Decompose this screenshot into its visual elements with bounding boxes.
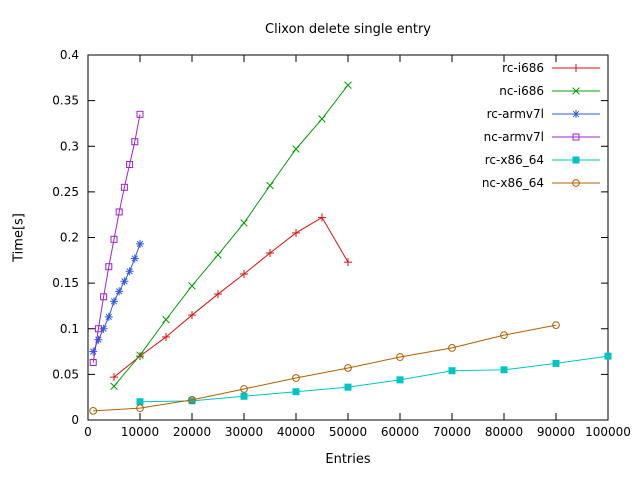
open-circle-marker xyxy=(396,353,404,361)
y-tick-label: 0.2 xyxy=(60,231,79,245)
y-tick-label: 0.15 xyxy=(52,276,79,290)
open-square-marker xyxy=(120,183,128,191)
filled-square-marker xyxy=(396,376,404,384)
open-square-marker xyxy=(115,208,123,216)
asterisk-marker xyxy=(116,288,123,295)
filled-square-marker xyxy=(136,398,144,406)
series-line-rc-i686 xyxy=(113,216,349,378)
y-tick-label: 0.1 xyxy=(60,322,79,336)
open-circle-marker xyxy=(188,396,196,404)
y-tick-label: 0.3 xyxy=(60,139,79,153)
chart-title: Clixon delete single entry xyxy=(265,22,431,37)
open-square-marker xyxy=(126,161,134,168)
series-line-rc-x86_64 xyxy=(139,355,609,403)
legend-label-nc-i686: nc-i686 xyxy=(499,84,544,98)
asterisk-marker xyxy=(126,268,133,275)
cross-marker xyxy=(110,382,118,390)
cross-marker xyxy=(136,351,144,359)
x-tick-label: 20000 xyxy=(173,425,211,439)
open-circle-marker xyxy=(344,364,352,372)
open-circle-marker xyxy=(89,406,98,415)
open-square-marker xyxy=(94,325,102,333)
filled-square-marker xyxy=(604,352,612,360)
open-circle-marker xyxy=(500,331,508,340)
filled-square-marker xyxy=(344,383,352,391)
legend-label-nc-x86_64: nc-x86_64 xyxy=(482,176,544,190)
legend-label-nc-armv7l: nc-armv7l xyxy=(484,130,544,144)
cross-marker xyxy=(266,181,274,190)
x-tick-label: 30000 xyxy=(225,425,263,439)
asterisk-marker xyxy=(105,313,112,321)
open-square-marker xyxy=(110,235,118,243)
open-circle-marker xyxy=(240,385,248,393)
x-tick-label: 90000 xyxy=(537,425,575,439)
series-line-nc-x86_64 xyxy=(93,324,557,412)
asterisk-marker xyxy=(121,278,128,285)
asterisk-marker xyxy=(136,240,144,248)
legend-label-rc-x86_64: rc-x86_64 xyxy=(485,153,544,167)
cross-marker xyxy=(572,87,580,95)
cross-marker xyxy=(318,115,326,123)
y-tick-label: 0 xyxy=(71,413,79,427)
x-tick-label: 60000 xyxy=(381,425,419,439)
cross-marker xyxy=(344,81,352,89)
filled-square-marker xyxy=(500,366,508,374)
asterisk-marker xyxy=(572,110,580,118)
open-square-marker xyxy=(100,293,108,301)
cross-marker xyxy=(214,251,222,259)
x-tick-label: 100000 xyxy=(585,425,631,439)
legend-label-rc-i686: rc-i686 xyxy=(502,61,544,75)
x-tick-label: 10000 xyxy=(121,425,159,439)
y-tick-label: 0.35 xyxy=(52,94,79,108)
filled-square-marker xyxy=(240,392,248,400)
open-circle-marker xyxy=(136,404,144,413)
x-tick-label: 40000 xyxy=(277,425,315,439)
legend-label-rc-armv7l: rc-armv7l xyxy=(487,107,544,121)
open-square-marker xyxy=(105,263,113,271)
y-tick-label: 0.4 xyxy=(60,48,79,62)
open-square-marker xyxy=(89,359,97,367)
y-tick-label: 0.05 xyxy=(52,367,79,381)
open-square-marker xyxy=(131,138,139,146)
filled-square-marker xyxy=(552,359,560,367)
x-tick-label: 70000 xyxy=(433,425,471,439)
series-line-nc-armv7l xyxy=(92,114,141,363)
open-square-marker xyxy=(136,110,144,118)
open-circle-marker xyxy=(448,344,456,352)
filled-square-marker xyxy=(572,156,580,164)
x-tick-label: 50000 xyxy=(329,425,367,439)
series-line-nc-i686 xyxy=(113,84,349,387)
x-tick-label: 0 xyxy=(84,425,92,439)
cross-marker xyxy=(188,282,196,290)
filled-square-marker xyxy=(292,388,300,396)
cross-marker xyxy=(162,315,170,324)
x-axis-label: Entries xyxy=(325,452,371,467)
open-square-marker xyxy=(572,133,580,141)
asterisk-marker xyxy=(131,255,138,262)
cross-marker xyxy=(292,145,300,153)
x-tick-label: 80000 xyxy=(485,425,523,439)
asterisk-marker xyxy=(110,298,118,305)
open-circle-marker xyxy=(572,179,580,187)
open-circle-marker xyxy=(292,374,300,382)
open-circle-marker xyxy=(552,321,560,330)
y-tick-label: 0.25 xyxy=(52,185,79,199)
filled-square-marker xyxy=(448,367,456,375)
cross-marker xyxy=(240,219,248,227)
series-line-rc-armv7l xyxy=(92,243,141,352)
y-axis-label: Time[s] xyxy=(11,213,27,262)
